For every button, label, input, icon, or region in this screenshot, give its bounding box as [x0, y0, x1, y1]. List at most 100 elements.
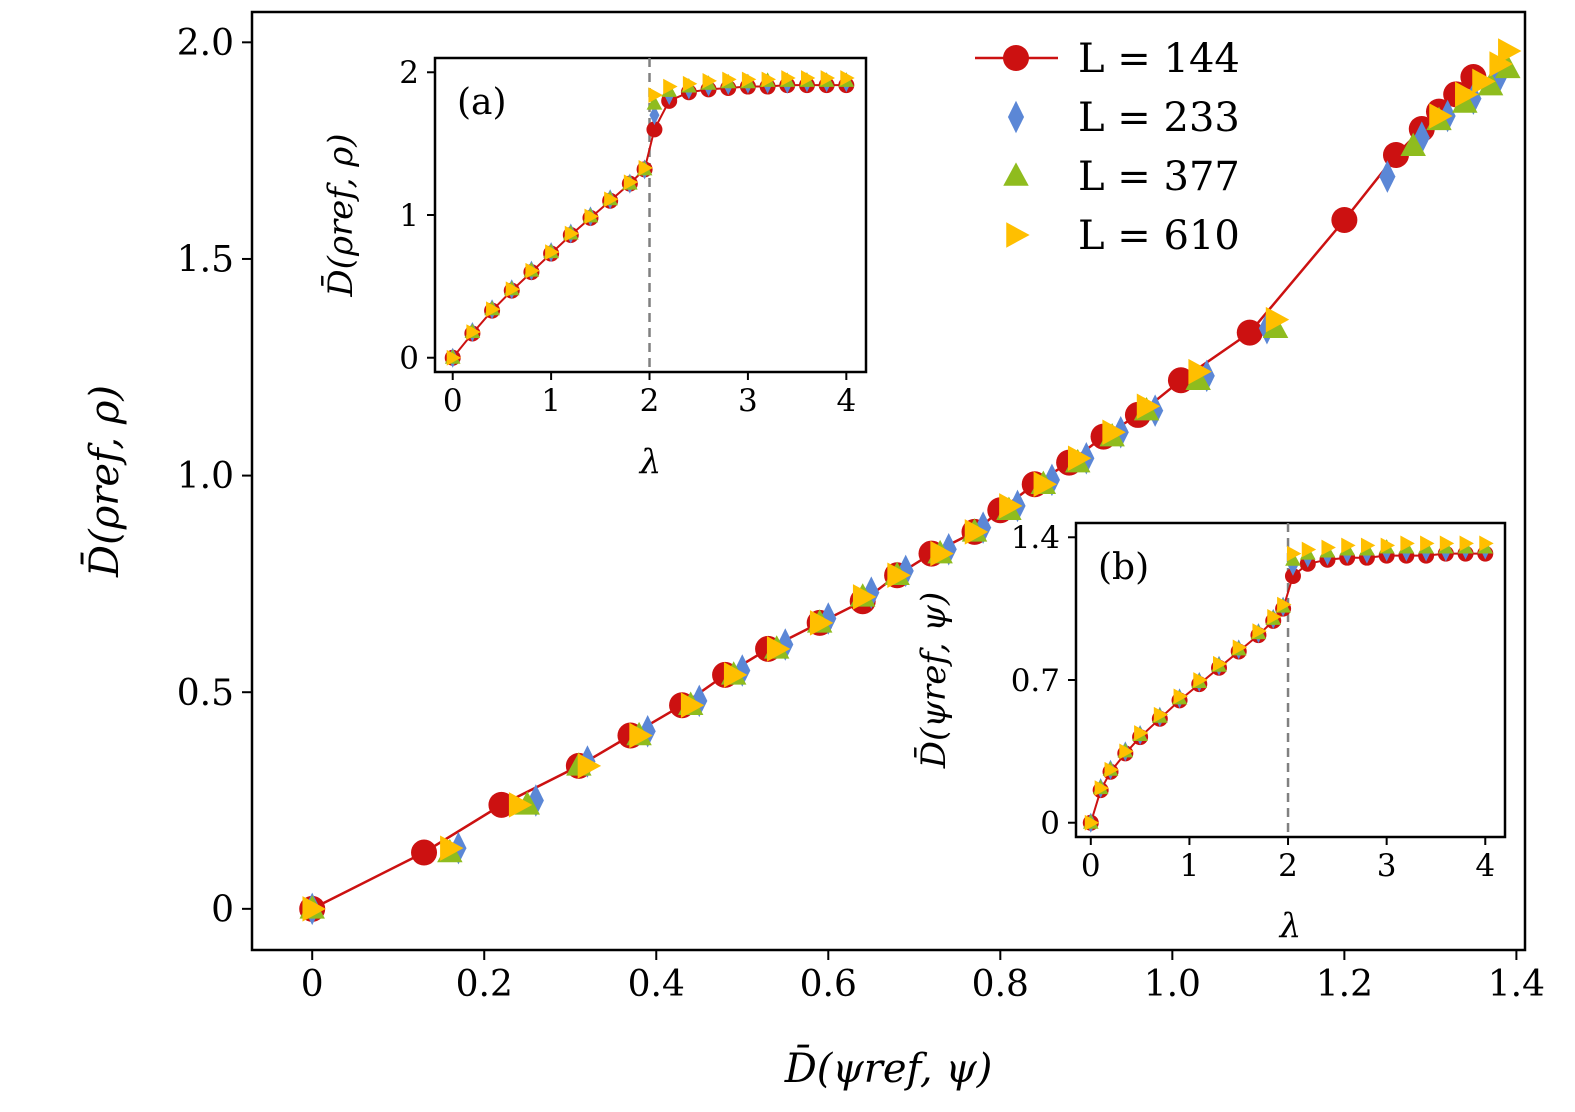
- main-x-tick-label: 0.6: [800, 964, 857, 1005]
- inset-b-y-tick-label: 0: [1040, 806, 1060, 842]
- inset-b-panel-label: (b): [1098, 547, 1149, 588]
- main-point-L233: [1379, 160, 1396, 193]
- inset-b-point-L610: [1193, 672, 1208, 688]
- inset-a-point-L610: [545, 244, 560, 260]
- inset-a-point-L610: [682, 75, 698, 92]
- inset-b-x-tick-label: 4: [1475, 848, 1495, 884]
- inset-a-point-L610: [702, 72, 717, 89]
- inset-a-point-L610: [486, 301, 501, 318]
- main-point-L610: [1429, 103, 1453, 129]
- inset-b-point-L610: [1301, 541, 1317, 558]
- inset-a-point-L610: [800, 70, 816, 86]
- inset-b-point-L610: [1321, 539, 1336, 556]
- main-point-L144: [1331, 206, 1358, 233]
- main-y-tick-label: 1.0: [177, 456, 234, 497]
- inset-a-y-tick-label: 2: [399, 55, 419, 91]
- main-point-L610: [440, 835, 464, 861]
- inset-b-point-L610: [1153, 706, 1169, 723]
- inset-a-y-tick-label: 1: [399, 198, 419, 234]
- main-data: [299, 38, 1522, 926]
- main-y-tick-label: 0.5: [177, 673, 234, 714]
- inset-b-point-L377: [1285, 551, 1301, 566]
- legend: L = 144 L = 233 L = 377 L = 610: [975, 36, 1240, 259]
- legend-marker: [1003, 162, 1029, 186]
- main-x-tick-label: 0.8: [972, 964, 1029, 1005]
- inset-b-y-tick-label: 1.4: [1011, 520, 1060, 556]
- main-point-L610: [1498, 38, 1522, 64]
- main-x-tick-label: 0: [301, 964, 324, 1005]
- main-point-L610: [887, 562, 911, 588]
- inset-b-point-L610: [1341, 537, 1356, 554]
- inset-a-x-tick-label: 3: [738, 383, 758, 419]
- legend-item-L377: L = 377: [1003, 154, 1240, 200]
- inset-b-point-L610: [1213, 655, 1228, 672]
- inset-a-point-L233: [649, 105, 660, 126]
- main-x-tick-label: 0.4: [628, 964, 685, 1005]
- inset-a-point-L610: [781, 70, 796, 86]
- main-x-tick-label: 1.4: [1488, 964, 1545, 1005]
- main-x-tick-label: 0.2: [456, 964, 513, 1005]
- main-point-L610: [723, 662, 748, 688]
- main-point-L233: [820, 602, 837, 635]
- inset-a-x-tick-label: 4: [836, 383, 856, 419]
- inset-a-panel-label: (a): [457, 82, 507, 123]
- main-point-L144: [488, 791, 515, 818]
- inset-b-x-tick-label: 1: [1180, 848, 1200, 884]
- inset-b-plot: 0 1 2 3 4 0 0.7 1.4 λ D̄(ψref, ψ) (b): [913, 520, 1507, 946]
- main-point-L610: [1472, 68, 1496, 95]
- inset-b-point-L144: [1284, 568, 1301, 585]
- inset-b-x-tick-label: 2: [1278, 848, 1298, 884]
- main-x-axis-title: D̄(ψref, ψ): [784, 1045, 993, 1092]
- inset-b-point-L610: [1459, 535, 1474, 552]
- main-point-L377: [1400, 132, 1426, 157]
- main-point-L610: [302, 896, 326, 922]
- main-point-L233: [940, 532, 957, 566]
- inset-b-point-L610: [1134, 725, 1149, 741]
- inset-a-point-L610: [525, 262, 540, 279]
- inset-b-point-L610: [1420, 535, 1435, 552]
- inset-b-point-L610: [1360, 537, 1376, 554]
- inset-b-y-axis-title: D̄(ψref, ψ): [913, 592, 954, 769]
- inset-a-series-line-L144: [451, 84, 847, 359]
- main-point-L610: [1136, 393, 1161, 420]
- main-point-L233: [691, 684, 708, 718]
- legend-marker: [1006, 222, 1030, 248]
- inset-b-point-L610: [1400, 535, 1415, 552]
- main-x-tick-label: 1.2: [1316, 964, 1373, 1005]
- legend-item-L144: L = 144: [975, 36, 1240, 82]
- main-point-L610: [1188, 358, 1212, 385]
- inset-b-point-L610: [1119, 743, 1134, 760]
- main-point-L610: [629, 722, 653, 749]
- main-point-L233: [527, 784, 544, 817]
- main-point-L610: [1033, 471, 1057, 497]
- inset-a-point-L610: [466, 324, 481, 340]
- main-point-L610: [1265, 306, 1290, 333]
- inset-a-point-L610: [663, 78, 678, 95]
- inset-a-point-L610: [623, 174, 639, 191]
- inset-a-plot: 0 1 2 3 4 0 1 2 λ D̄(ρref, ρ) (a): [320, 55, 868, 482]
- main-point-L610: [1455, 81, 1479, 108]
- inset-b-point-L610: [1084, 814, 1100, 831]
- main-point-L144: [1236, 319, 1263, 346]
- inset-b-point-L610: [1277, 596, 1292, 613]
- inset-b-point-L610: [1479, 535, 1494, 552]
- inset-a-point-L610: [648, 87, 663, 103]
- main-point-L610: [1102, 419, 1126, 445]
- inset-a-x-tick-label: 1: [541, 383, 561, 419]
- inset-a-x-tick-label: 0: [443, 383, 463, 419]
- inset-a-point-L610: [741, 71, 757, 88]
- main-point-L610: [1489, 51, 1513, 77]
- inset-a-point-L610: [722, 71, 737, 88]
- legend-item-L610: L = 610: [1006, 213, 1240, 259]
- main-point-L610: [852, 584, 877, 610]
- inset-a-point-L144: [646, 121, 663, 138]
- main-point-L233: [975, 511, 992, 544]
- inset-a-point-L610: [638, 160, 653, 176]
- inset-b-x-tick-label: 3: [1377, 848, 1397, 884]
- inset-b-point-L610: [1232, 639, 1248, 656]
- inset-b-data: [1082, 535, 1494, 833]
- inset-b-point-L610: [1267, 608, 1282, 625]
- inset-a-point-L610: [840, 70, 855, 86]
- main-y-tick-label: 1.5: [177, 240, 234, 281]
